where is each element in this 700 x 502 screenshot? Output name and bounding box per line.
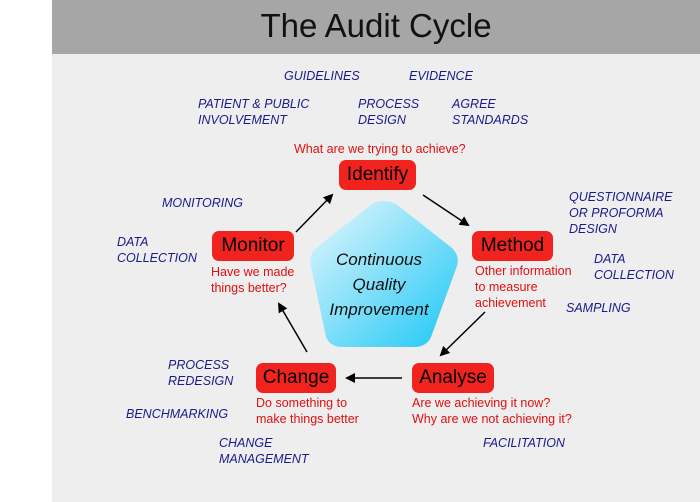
activity-change-management-line-1: CHANGE — [219, 436, 273, 450]
question-analyse-line-1: Are we achieving it now? — [412, 396, 551, 410]
activity-process-redesign: PROCESS REDESIGN — [168, 357, 233, 389]
arrow-change-to-monitor — [277, 302, 308, 353]
center-text: Continuous Quality Improvement — [323, 247, 435, 322]
activity-patient-public-involvement: PATIENT & PUBLIC INVOLVEMENT — [198, 96, 309, 128]
activity-questionnaire-line-1: QUESTIONNAIRE — [569, 190, 673, 204]
activity-questionnaire-line-2: OR PROFORMA — [569, 206, 664, 220]
activity-facilitation: FACILITATION — [483, 436, 565, 450]
activity-data-collection-right-line-2: COLLECTION — [594, 268, 674, 282]
question-analyse-line-2: Why are we not achieving it? — [412, 412, 572, 426]
arrow-identify-to-method — [422, 194, 470, 227]
question-method: Other information to measure achievement — [475, 263, 572, 311]
stage-method: Method — [472, 231, 553, 261]
stage-analyse: Analyse — [412, 363, 494, 393]
activity-process-redesign-line-1: PROCESS — [168, 358, 230, 372]
activity-process-redesign-line-2: REDESIGN — [168, 374, 234, 388]
activity-monitoring: MONITORING — [162, 196, 244, 210]
activity-sampling: SAMPLING — [566, 301, 631, 315]
question-change: Do something to make things better — [256, 395, 359, 427]
activity-change-management: CHANGE MANAGEMENT — [219, 435, 309, 467]
question-identify: What are we trying to achieve? — [294, 142, 466, 156]
activity-guidelines: GUIDELINES — [284, 69, 360, 83]
arrow-monitor-to-identify — [295, 193, 334, 233]
activity-data-collection-left-line-1: DATA — [117, 235, 149, 249]
title-bar — [52, 0, 700, 54]
activity-agree-standards-line-1: AGREE — [452, 97, 496, 111]
arrow-method-to-analyse — [439, 311, 486, 357]
activity-benchmarking: BENCHMARKING — [126, 407, 229, 421]
activity-questionnaire-line-3: DESIGN — [569, 222, 617, 236]
activity-data-collection-right: DATA COLLECTION — [594, 251, 674, 283]
center-line-3: Improvement — [329, 300, 429, 319]
stage-monitor: Monitor — [212, 231, 294, 261]
question-method-line-3: achievement — [475, 296, 546, 310]
activity-data-collection-left: DATA COLLECTION — [117, 234, 197, 266]
question-method-line-1: Other information — [475, 264, 572, 278]
activity-patient-public-line-2: INVOLVEMENT — [198, 113, 287, 127]
question-monitor-line-1: Have we made — [211, 265, 295, 279]
activity-evidence: EVIDENCE — [409, 69, 473, 83]
question-monitor: Have we made things better? — [211, 264, 294, 296]
question-change-line-2: make things better — [256, 412, 359, 426]
activity-agree-standards: AGREE STANDARDS — [452, 96, 528, 128]
activity-agree-standards-line-2: STANDARDS — [452, 113, 529, 127]
question-monitor-line-2: things better? — [211, 281, 287, 295]
activity-process-design-line-2: DESIGN — [358, 113, 406, 127]
page-title: The Audit Cycle — [260, 7, 492, 44]
activity-patient-public-line-1: PATIENT & PUBLIC — [198, 97, 310, 111]
center-pentagon — [310, 201, 458, 347]
activity-change-management-line-2: MANAGEMENT — [219, 452, 309, 466]
stage-change: Change — [256, 363, 336, 393]
center-line-1: Continuous — [335, 250, 422, 269]
question-change-line-1: Do something to — [256, 396, 348, 410]
question-method-line-2: to measure — [475, 280, 538, 294]
activity-data-collection-right-line-1: DATA — [594, 252, 626, 266]
activity-process-design: PROCESS DESIGN — [358, 96, 419, 128]
activity-data-collection-left-line-2: COLLECTION — [117, 251, 197, 265]
activity-process-design-line-1: PROCESS — [358, 97, 420, 111]
question-analyse: Are we achieving it now? Why are we not … — [412, 395, 572, 427]
activity-questionnaire-design: QUESTIONNAIRE OR PROFORMA DESIGN — [569, 189, 673, 237]
stage-identify: Identify — [339, 160, 416, 190]
center-line-2: Quality — [352, 275, 406, 294]
